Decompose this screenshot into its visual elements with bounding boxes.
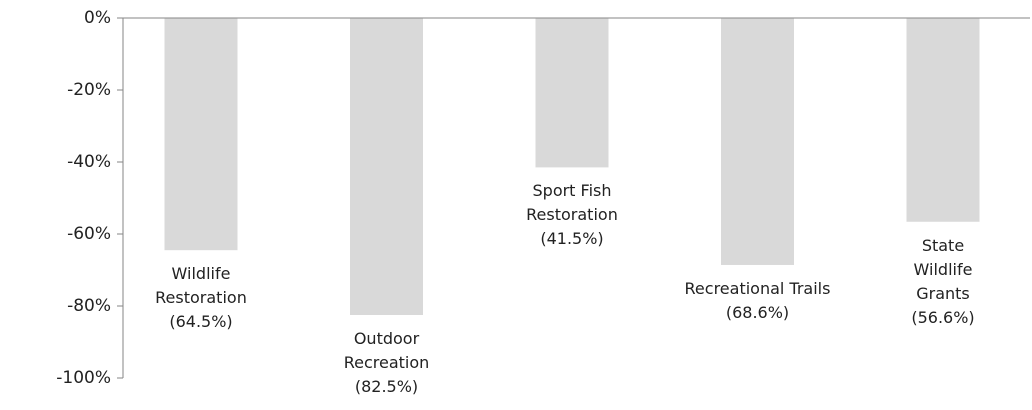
y-tick-label: -80% (67, 296, 111, 316)
y-tick-label: -100% (56, 368, 111, 388)
bar (535, 18, 609, 168)
bar (721, 18, 794, 265)
y-tick-label: -40% (67, 152, 111, 172)
category-label: Sport Fish Restoration (526, 181, 618, 225)
y-tick-label: -60% (67, 224, 111, 244)
bar (350, 18, 423, 315)
bar-label: Recreational Trails (68.6%) (683, 277, 833, 325)
category-label: Recreational Trails (684, 278, 831, 298)
value-label: (82.5%) (354, 377, 419, 396)
y-tick-label: 0% (84, 8, 111, 28)
bar-label: Wildlife Restoration (64.5%) (126, 262, 276, 334)
bar-label: Sport Fish Restoration (41.5%) (497, 179, 647, 251)
value-label: (56.6%) (911, 307, 975, 327)
bar-label: State Wildlife Grants (56.6%) (868, 234, 1018, 330)
category-label: Wildlife Restoration (155, 264, 247, 308)
category-label: State Wildlife Grants (913, 235, 973, 303)
bar (164, 18, 238, 251)
value-label: (68.6%) (725, 302, 790, 322)
category-label: Outdoor Recreation (343, 329, 430, 372)
bar-label: Outdoor Recreation (82.5%) (312, 327, 462, 399)
value-label: (64.5%) (169, 312, 233, 332)
y-tick-label: -20% (67, 80, 111, 100)
bar (906, 18, 980, 222)
value-label: (41.5%) (540, 229, 604, 249)
